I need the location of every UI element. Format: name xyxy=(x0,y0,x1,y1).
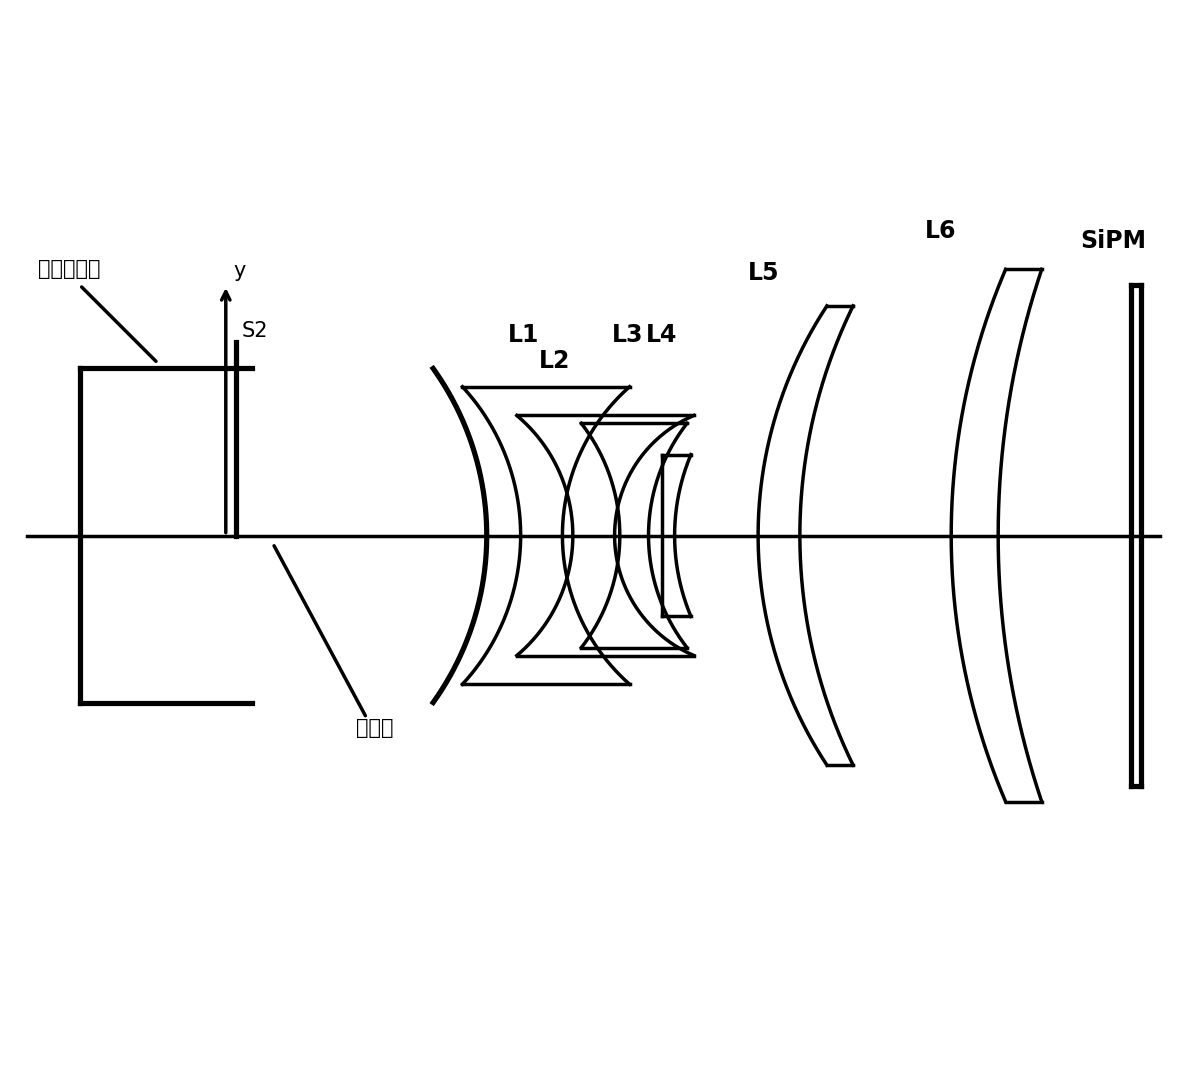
Text: 圆柱体主体: 圆柱体主体 xyxy=(38,258,100,278)
Text: L5: L5 xyxy=(747,260,779,285)
Text: y: y xyxy=(233,261,246,282)
Text: L4: L4 xyxy=(646,323,677,347)
Text: S2: S2 xyxy=(241,321,268,342)
Text: SiPM: SiPM xyxy=(1080,229,1146,254)
Text: 中轴线: 中轴线 xyxy=(357,718,394,738)
Text: L2: L2 xyxy=(539,349,571,374)
Text: L1: L1 xyxy=(507,323,539,347)
Text: L3: L3 xyxy=(612,323,644,347)
Text: L6: L6 xyxy=(925,220,957,243)
